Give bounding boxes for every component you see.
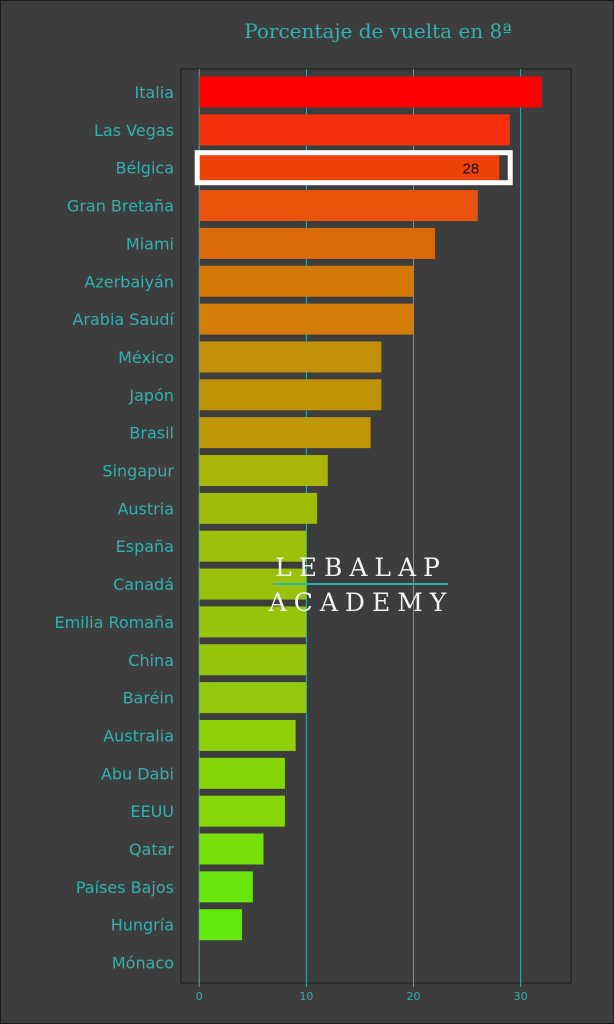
category-label-japon: Japón [128, 386, 174, 405]
bar-arabia-saudi [199, 303, 414, 335]
category-label-azerbaiyan: Azerbaiyán [84, 272, 174, 291]
bar-las-vegas [199, 114, 510, 146]
x-tick-label-30: 30 [514, 990, 528, 1003]
x-tick-label-20: 20 [407, 990, 421, 1003]
bar-japon [199, 379, 382, 411]
highlight-box [194, 150, 513, 186]
watermark-line-1: LEBALAP [275, 553, 447, 582]
bar-china [199, 644, 307, 676]
bar-espana [199, 530, 307, 562]
bar-singapur [199, 455, 328, 486]
category-label-belgica: Bélgica [116, 159, 174, 178]
bar-australia [199, 719, 296, 751]
plot-panel [180, 68, 572, 984]
bar-paises-bajos [199, 871, 253, 903]
category-label-abu-dabi: Abu Dabi [101, 764, 174, 783]
category-label-qatar: Qatar [129, 840, 174, 859]
category-label-arabia-saudi: Arabia Saudí [72, 310, 174, 329]
data-label-belgica: 28 [463, 161, 480, 178]
watermark-line-2: ACADEMY [268, 588, 454, 617]
bar-brasil [199, 417, 371, 449]
category-label-gran-bretana: Gran Bretaña [67, 197, 174, 216]
category-label-canada: Canadá [113, 575, 174, 594]
x-tick-label-0: 0 [196, 990, 203, 1003]
bar-hungria [199, 909, 243, 941]
bar-gran-bretana [199, 190, 478, 222]
category-label-paises-bajos: Países Bajos [76, 878, 174, 897]
category-label-espana: España [116, 537, 174, 556]
category-label-singapur: Singapur [102, 462, 174, 481]
bar-qatar [199, 833, 264, 865]
category-label-miami: Miami [126, 234, 174, 253]
x-tick-label-10: 10 [299, 990, 313, 1003]
bar-emilia-romana [199, 606, 307, 638]
category-label-austria: Austria [117, 499, 174, 518]
category-label-china: China [128, 651, 174, 670]
bar-barein [199, 682, 307, 714]
category-label-hungria: Hungría [111, 916, 174, 935]
bar-austria [199, 492, 318, 524]
bar-eeuu [199, 795, 285, 827]
category-label-mexico: México [118, 348, 174, 367]
bar-belgica [199, 152, 500, 184]
bar-abu-dabi [199, 757, 285, 789]
bar-miami [199, 227, 435, 259]
category-label-monaco: Mónaco [112, 954, 174, 973]
chart-title: Porcentaje de vuelta en 8ª [244, 19, 512, 43]
category-label-australia: Australia [103, 726, 174, 745]
category-label-barein: Baréin [123, 689, 174, 708]
category-label-brasil: Brasil [129, 424, 174, 443]
category-label-emilia-romana: Emilia Romaña [55, 613, 174, 632]
category-label-eeuu: EEUU [130, 802, 174, 821]
category-label-las-vegas: Las Vegas [94, 121, 174, 140]
bar-mexico [199, 341, 382, 373]
bar-italia [199, 76, 543, 108]
category-label-italia: Italia [135, 83, 175, 102]
bar-azerbaiyan [199, 265, 414, 297]
